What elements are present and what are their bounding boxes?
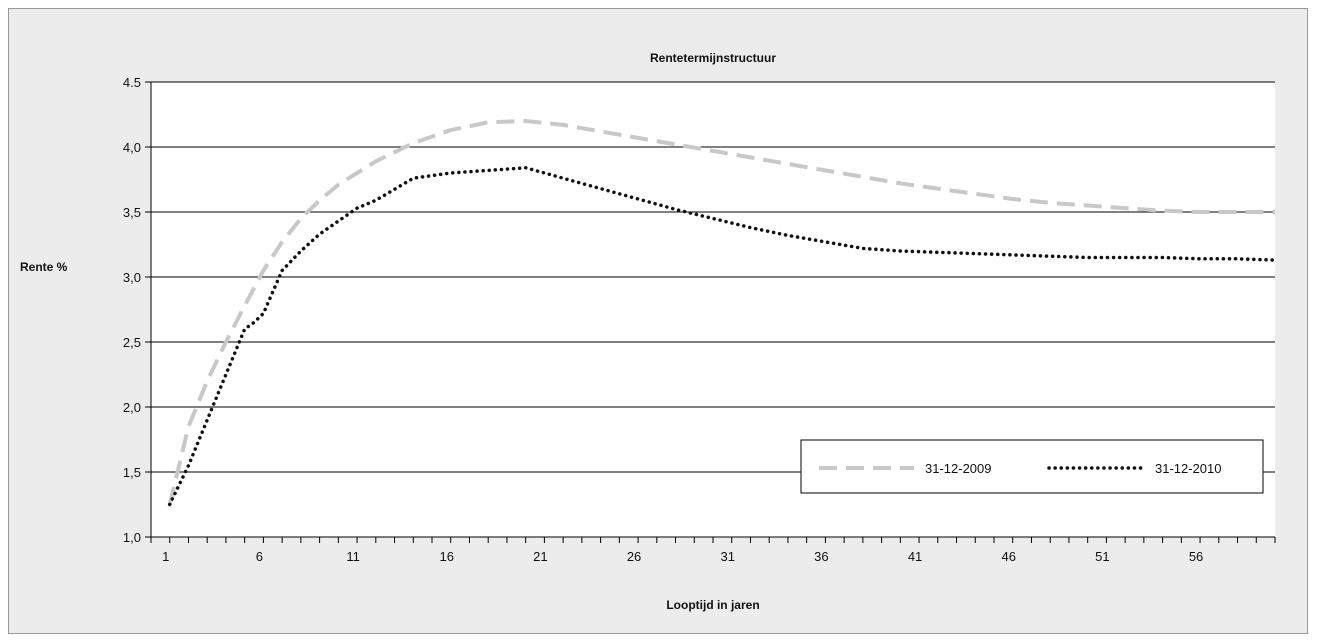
chart-panel: Rentetermijnstructuur Rente % Looptijd i… xyxy=(8,8,1308,634)
x-tick-label: 6 xyxy=(256,549,263,564)
x-tick-label: 56 xyxy=(1189,549,1203,564)
x-tick-label: 51 xyxy=(1095,549,1109,564)
y-tick-label: 4,0 xyxy=(123,140,141,155)
legend-label-2: 31-12-2010 xyxy=(1155,461,1222,476)
x-tick-label: 41 xyxy=(908,549,922,564)
y-tick-label: 1,0 xyxy=(123,530,141,545)
x-tick-label: 21 xyxy=(533,549,547,564)
y-tick-label: 3,5 xyxy=(123,205,141,220)
y-axis-label: Rente % xyxy=(20,260,68,274)
x-tick-label: 1 xyxy=(162,549,169,564)
x-tick-label: 26 xyxy=(627,549,641,564)
line-chart: Rentetermijnstructuur Rente % Looptijd i… xyxy=(20,51,1277,612)
chart-title: Rentetermijnstructuur xyxy=(650,51,776,65)
y-tick-label: 1,5 xyxy=(123,465,141,480)
series-line-2 xyxy=(167,166,1277,507)
x-tick-label: 16 xyxy=(439,549,453,564)
x-axis-label: Looptijd in jaren xyxy=(666,598,759,612)
legend-label-1: 31-12-2009 xyxy=(925,461,992,476)
x-tick-label: 31 xyxy=(720,549,734,564)
series-line-1 xyxy=(167,118,1275,505)
x-tick-label: 36 xyxy=(814,549,828,564)
y-tick-label: 3,0 xyxy=(123,270,141,285)
legend: 31-12-2009 31-12-2010 xyxy=(800,439,1264,494)
plot-area: 1,01,52,02,53,03,54,04.51 6 11 16 21 26 31 36 41… xyxy=(123,75,1277,564)
y-tick-label: 2,0 xyxy=(123,400,141,415)
y-tick-label: 2,5 xyxy=(123,335,141,350)
x-tick-label: 46 xyxy=(1001,549,1015,564)
y-tick-label: 4.5 xyxy=(123,75,141,90)
x-tick-label: 11 xyxy=(346,549,360,564)
